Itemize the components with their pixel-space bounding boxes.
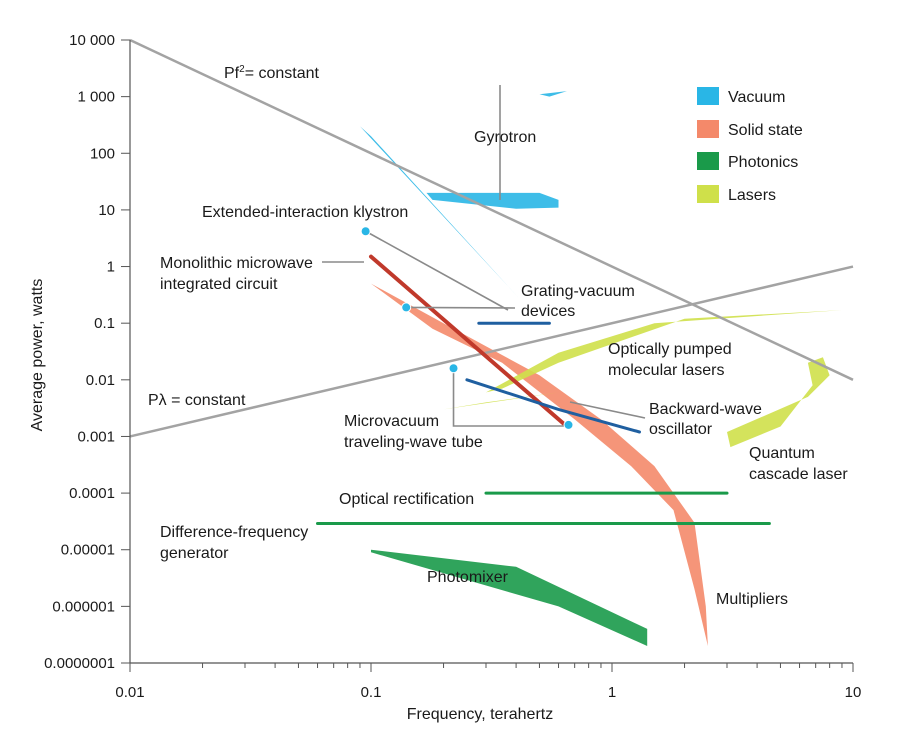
y-tick-label: 0.0001: [69, 485, 115, 502]
annotation-dfg-line2: generator: [160, 545, 229, 562]
data-points-layer: [360, 226, 574, 430]
legend-swatch-lasers: [697, 185, 719, 203]
x-tick-label: 0.1: [361, 684, 382, 701]
y-tick-label: 10: [98, 202, 115, 219]
annotation-microvacuum-line2: traveling-wave tube: [344, 434, 483, 451]
y-axis-label: Average power, watts: [29, 279, 46, 432]
y-tick-label: 0.001: [77, 428, 115, 445]
annotation-extended-interaction-klystron: Extended-interaction klystron: [202, 204, 408, 221]
annotation-optical-rectification: Optical rectification: [339, 491, 474, 508]
legend-swatch-solid-state: [697, 120, 719, 138]
x-axis-label: Frequency, terahertz: [407, 706, 553, 723]
y-tick-label: 0.1: [94, 315, 115, 332]
legend-label-solid-state: Solid state: [728, 122, 803, 139]
region-gyrotron-top: [539, 91, 567, 97]
region-solid-state: [371, 283, 708, 646]
y-tick-label: 0.00001: [61, 542, 115, 559]
y-tick-label: 1 000: [77, 89, 115, 106]
y-tick-label: 0.0000001: [44, 655, 115, 672]
leader-lines-layer: [322, 85, 646, 427]
legend-swatch-photonics: [697, 152, 719, 170]
reference-lines-layer: [129, 38, 854, 438]
leader-klystron: [365, 230, 509, 311]
legend-label-photonics: Photonics: [728, 154, 798, 171]
line-backward-wave-oscillator: [465, 378, 641, 434]
annotation-bwo-line2: oscillator: [649, 421, 713, 438]
y-tick-label: 10 000: [69, 32, 115, 49]
x-tick-label: 10: [845, 684, 862, 701]
regions-layer: [360, 91, 842, 646]
ref-line-label-pf2-sup: 2: [239, 64, 245, 75]
annotation-dfg-line1: Difference-frequency: [160, 524, 308, 541]
ref-line-label-plambda: Pλ = constant: [148, 392, 246, 409]
y-tick-label: 1: [107, 259, 115, 276]
region-photonics-band: [371, 549, 648, 646]
annotation-optically-pumped-line1: Optically pumped: [608, 341, 732, 358]
ref-line-label-pf2: Pf2= constant: [224, 64, 320, 82]
reference-line-1: [129, 38, 854, 381]
point-grating-vacuum-device-point: [401, 302, 412, 313]
line-monolithic-microwave-integrated-circuit: [369, 254, 569, 429]
y-tick-label: 0.000001: [52, 598, 115, 615]
annotation-qcl-line2: cascade laser: [749, 466, 848, 483]
annotation-mmic-line1: Monolithic microwave: [160, 255, 313, 272]
y-tick-label: 0.01: [86, 372, 115, 389]
legend: Vacuum Solid state Photonics Lasers: [697, 87, 803, 204]
tick-marks: [121, 39, 854, 672]
point-microvacuum-traveling-wave-tube: [448, 363, 459, 374]
x-tick-label: 1: [608, 684, 616, 701]
annotation-gyrotron: Gyrotron: [474, 129, 536, 146]
annotation-mmic-line2: integrated circuit: [160, 276, 278, 293]
region-quantum-cascade-laser: [727, 357, 830, 448]
annotation-multipliers: Multipliers: [716, 591, 788, 608]
legend-label-lasers: Lasers: [728, 187, 776, 204]
ref-line-label-pf2-main: Pf: [224, 65, 240, 82]
annotation-bwo-line1: Backward-wave: [649, 401, 762, 418]
y-tick-label: 100: [90, 145, 115, 162]
annotation-microvacuum-line1: Microvacuum: [344, 413, 439, 430]
leader-grating: [406, 306, 516, 309]
tick-labels: 0.01 0.1 1 10 10 000 1 000 100 10 1 0.1 0.01 0.001 0…: [44, 32, 861, 701]
data-lines-layer: [316, 254, 771, 525]
x-tick-label: 0.01: [115, 684, 144, 701]
leader-bwo: [569, 401, 646, 419]
annotation-grating-line1: Grating-vacuum: [521, 283, 635, 300]
annotation-optically-pumped-line2: molecular lasers: [608, 362, 724, 379]
annotation-photomixer: Photomixer: [427, 569, 509, 586]
ref-line-label-pf2-rest: = constant: [245, 65, 320, 82]
legend-label-vacuum: Vacuum: [728, 89, 786, 106]
annotation-qcl-line1: Quantum: [749, 445, 815, 462]
annotation-grating-line2: devices: [521, 303, 575, 320]
region-gyrotron: [426, 192, 559, 209]
legend-swatch-vacuum: [697, 87, 719, 105]
leader-microvacuum: [452, 368, 569, 427]
reference-line-2: [129, 265, 854, 438]
point-microvacuum-end-point: [563, 419, 574, 430]
point-extended-interaction-klystron: [360, 226, 371, 237]
